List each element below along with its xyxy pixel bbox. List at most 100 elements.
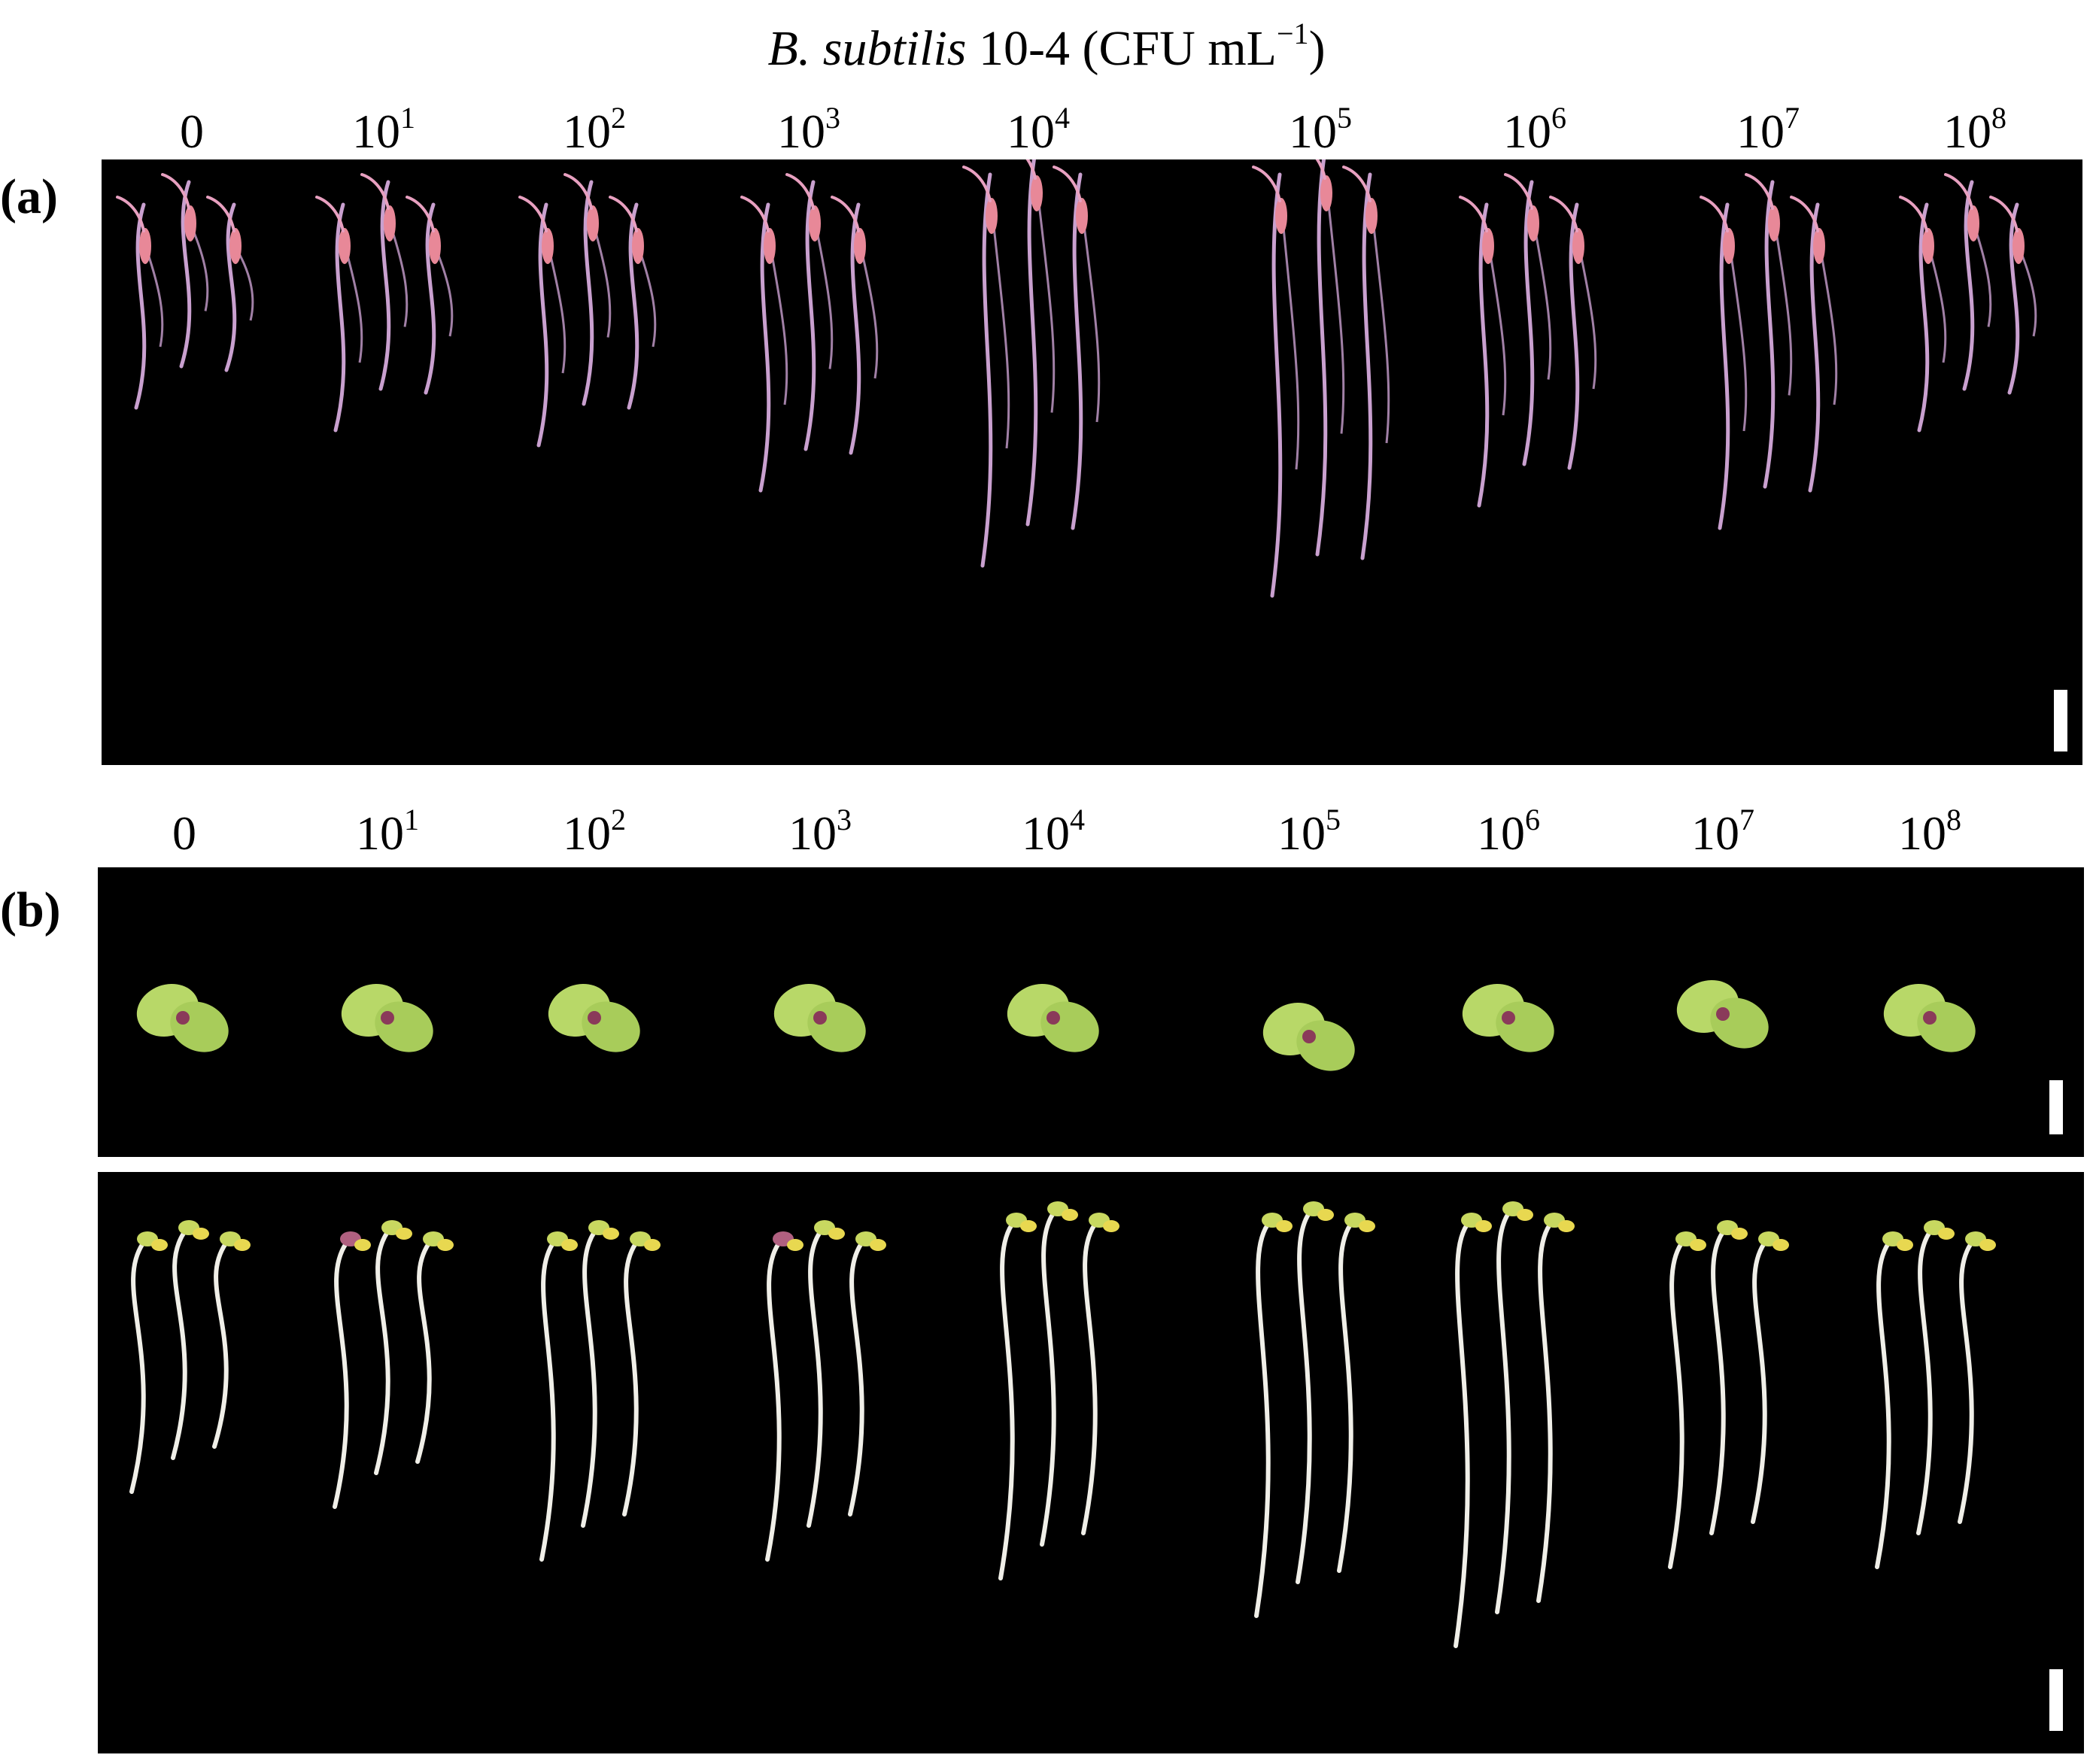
figure-title: B. subtilis 10-4 (CFU mL−1) xyxy=(0,15,2093,83)
title-close: ) xyxy=(1308,21,1326,76)
shoot-tip xyxy=(315,196,345,232)
shoot-tip xyxy=(1053,165,1082,202)
root xyxy=(536,202,549,448)
side-root xyxy=(1281,219,1300,470)
seedling-stem xyxy=(1495,1211,1511,1614)
hypocotyl xyxy=(1031,175,1043,211)
shoot-tip xyxy=(1504,173,1533,210)
hypocotyl xyxy=(1365,198,1378,234)
concentration-base: 10 xyxy=(1477,806,1525,860)
hypocotyl xyxy=(764,228,776,264)
concentration-exponent: 7 xyxy=(1739,803,1754,836)
seedling-stem xyxy=(1916,1230,1933,1535)
concentration-exponent: 3 xyxy=(825,101,840,135)
hypocotyl xyxy=(139,228,151,264)
hypocotyl xyxy=(632,228,644,264)
root xyxy=(1315,159,1328,557)
seedling-leaf xyxy=(644,1239,661,1251)
scale-bar-b-top xyxy=(2049,1080,2063,1134)
seedling-center xyxy=(1923,1011,1937,1025)
hypocotyl xyxy=(986,198,998,234)
seedling-center xyxy=(813,1011,827,1025)
hypocotyl xyxy=(1967,205,1979,241)
root xyxy=(582,180,594,406)
side-root xyxy=(770,249,788,405)
cotyledons-b xyxy=(136,979,1976,1071)
seedling-stem xyxy=(1958,1241,1974,1524)
concentration-exponent: 7 xyxy=(1785,101,1800,135)
seedling-leaf xyxy=(1276,1220,1293,1232)
seedling-stem xyxy=(807,1230,823,1528)
concentration-base: 10 xyxy=(1022,806,1070,860)
concentration-base: 0 xyxy=(180,105,204,158)
seedling-stem xyxy=(212,1241,229,1449)
seedling-leaf xyxy=(870,1239,886,1251)
concentration-exponent: 6 xyxy=(1525,803,1540,836)
seedling-stem xyxy=(848,1241,864,1517)
side-root xyxy=(2019,249,2037,337)
shoot-tip xyxy=(360,173,390,210)
species-name: B. subtilis xyxy=(767,21,967,76)
side-root xyxy=(1082,219,1101,423)
seedling-leaf xyxy=(151,1239,168,1251)
seedling-leaf xyxy=(1062,1209,1078,1221)
concentration-exponent: 8 xyxy=(1991,101,2006,135)
side-root xyxy=(235,249,254,321)
concentration-label-b-5: 105 xyxy=(1277,803,1341,864)
concentration-label-a-5: 105 xyxy=(1289,102,1352,162)
seedling-leaf xyxy=(1020,1220,1037,1232)
concentration-exponent: 4 xyxy=(1055,101,1070,135)
side-root xyxy=(638,249,657,348)
side-root xyxy=(593,226,612,338)
side-root xyxy=(1729,249,1748,432)
seedling-leaf xyxy=(1359,1220,1375,1232)
concentration-exponent: 1 xyxy=(400,101,415,135)
seedling-center xyxy=(176,1011,190,1025)
root xyxy=(424,202,436,395)
seedling-leaf xyxy=(193,1228,209,1240)
side-root xyxy=(548,249,567,374)
root xyxy=(378,180,391,391)
shoot-tip xyxy=(406,196,435,232)
seedling-stem xyxy=(1040,1211,1056,1547)
hypocotyl xyxy=(184,205,196,241)
seedling-stem xyxy=(171,1230,187,1460)
seedling-photo-b xyxy=(98,1172,2084,1753)
seedling-stem xyxy=(1454,1222,1470,1648)
side-root xyxy=(860,249,879,379)
side-root xyxy=(815,226,834,369)
seedling-stem xyxy=(129,1241,146,1494)
seedling-stem xyxy=(1875,1241,1891,1569)
hypocotyl xyxy=(854,228,866,264)
hypocotyl xyxy=(1076,198,1088,234)
hypocotyl xyxy=(809,205,821,241)
seedling-leaf xyxy=(396,1228,412,1240)
shoot-tip xyxy=(1745,173,1774,210)
hypocotyl xyxy=(1723,228,1735,264)
seedling-stem xyxy=(1751,1241,1767,1524)
seedling-center xyxy=(588,1011,601,1025)
seedling-leaf xyxy=(1475,1220,1492,1232)
hypocotyl xyxy=(1320,175,1332,211)
seedling-center xyxy=(1302,1030,1316,1043)
shoot-tip xyxy=(564,173,593,210)
hypocotyl xyxy=(429,228,441,264)
concentration-label-b-2: 102 xyxy=(563,803,626,864)
side-root xyxy=(1819,249,1838,405)
root xyxy=(849,202,861,455)
side-root xyxy=(1372,219,1390,444)
seedling-stem xyxy=(1254,1222,1271,1618)
hypocotyl xyxy=(1482,228,1494,264)
root xyxy=(179,180,192,369)
seedling-photo-a xyxy=(102,159,2082,765)
root xyxy=(980,172,993,568)
shoot-tip xyxy=(785,173,815,210)
side-root xyxy=(1928,249,1947,363)
side-root xyxy=(1037,196,1056,413)
shoot-tip xyxy=(962,165,992,202)
concentration-base: 10 xyxy=(563,105,611,158)
shoot-tip xyxy=(1025,159,1037,180)
seedling-leaf xyxy=(1897,1239,1913,1251)
concentration-base: 10 xyxy=(1898,806,1946,860)
concentration-exponent: 8 xyxy=(1946,803,1961,836)
